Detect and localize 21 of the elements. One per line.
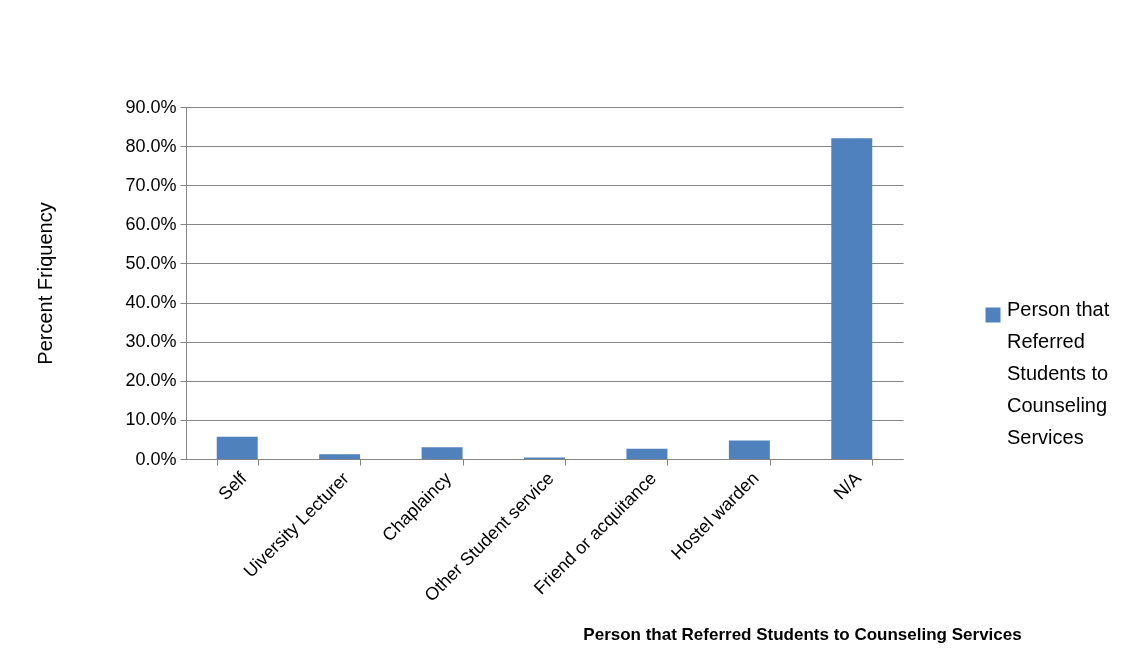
bar: [421, 447, 463, 459]
y-tick-label: 30.0%: [125, 331, 177, 352]
y-tick-label: 60.0%: [125, 213, 177, 234]
x-tick-label: N/A: [829, 468, 866, 504]
y-tick-label: 70.0%: [125, 174, 177, 195]
y-tick-label: 50.0%: [125, 252, 177, 273]
bar: [728, 440, 770, 459]
y-tick-label: 0.0%: [135, 448, 177, 469]
x-tick-label: Self: [214, 467, 252, 505]
bar: [319, 454, 361, 459]
y-axis-title: Percent Friquency: [33, 202, 56, 365]
bar: [216, 436, 258, 459]
x-axis-title: Person that Referred Students to Counseling Services: [583, 624, 1022, 644]
y-tick-label: 40.0%: [125, 292, 177, 313]
y-tick-label: 10.0%: [125, 409, 177, 430]
legend-label: Person that Referred Students to Counseling Services: [1007, 298, 1110, 448]
y-tick-label: 80.0%: [125, 135, 177, 156]
bar: [831, 138, 873, 459]
bar: [626, 448, 668, 459]
y-tick-label: 20.0%: [125, 370, 177, 391]
y-tick-label: 90.0%: [125, 96, 177, 117]
